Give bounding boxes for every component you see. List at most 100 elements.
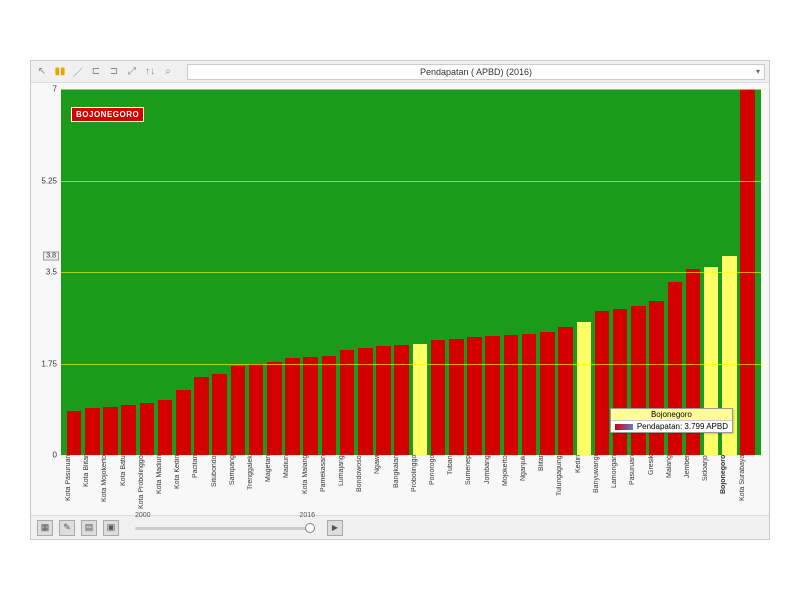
bar[interactable]	[558, 327, 573, 455]
y-tick-label: 0	[53, 451, 61, 460]
x-axis-label: Kota Malang	[302, 455, 320, 513]
dropdown-label: Pendapatan ( APBD) (2016)	[420, 67, 532, 77]
x-axis-label: Kota Surabaya	[739, 455, 757, 513]
tooltip: Bojonegoro Pendapatan: 3.799 APBD	[610, 408, 733, 433]
tool-icon-3[interactable]: ⤢	[125, 65, 139, 79]
x-axis-label: Madiun	[283, 455, 301, 513]
x-axis-label: Sampang	[229, 455, 247, 513]
x-axis-label: Jombang	[484, 455, 502, 513]
top-toolbar: ↖ ▮▮ ／ ⊏ ⊐ ⤢ ↑↓ ⌕ Pendapatan ( APBD) (20…	[31, 61, 769, 83]
slider-start-label: 2000	[135, 512, 151, 519]
bottom-icon-1[interactable]: ▦	[37, 520, 53, 536]
x-axis-label: Banyuwangi	[593, 455, 611, 513]
bar[interactable]	[121, 405, 136, 455]
x-axis-label: Kota Mojokerto	[101, 455, 119, 513]
bar[interactable]	[504, 335, 519, 455]
bottom-icon-3[interactable]: ▤	[81, 520, 97, 536]
x-axis-label: Kediri	[575, 455, 593, 513]
x-axis-label: Lamongan	[611, 455, 629, 513]
x-axis-label: Sidoarjo	[702, 455, 720, 513]
timeline-slider[interactable]: 2000 2016	[135, 520, 315, 536]
x-axis-label: Bondowoso	[356, 455, 374, 513]
x-axis-label: Mojokerto	[502, 455, 520, 513]
bottom-icon-2[interactable]: ✎	[59, 520, 75, 536]
bar[interactable]	[231, 366, 246, 455]
bar[interactable]	[212, 374, 227, 455]
cursor-icon[interactable]: ↖	[35, 65, 49, 79]
line-chart-icon[interactable]: ／	[71, 65, 85, 79]
bar[interactable]	[613, 309, 628, 455]
bar[interactable]	[140, 403, 155, 455]
play-button[interactable]: ▶	[327, 520, 343, 536]
bar[interactable]	[67, 411, 82, 455]
x-axis-label: Trenggalek	[247, 455, 265, 513]
x-axis-label: Situbondo	[211, 455, 229, 513]
grid-line	[61, 272, 761, 273]
metric-dropdown[interactable]: Pendapatan ( APBD) (2016)	[187, 64, 765, 80]
y-tick-label: 7	[53, 85, 61, 94]
bar[interactable]	[194, 377, 209, 455]
bar[interactable]	[595, 311, 610, 455]
bar[interactable]	[322, 356, 337, 455]
x-axis-label: Tuban	[447, 455, 465, 513]
tool-icon-2[interactable]: ⊐	[107, 65, 121, 79]
y-tick-label: 5.25	[41, 176, 61, 185]
x-axis-label: Kota Probolinggo	[138, 455, 156, 513]
bar[interactable]	[577, 322, 592, 455]
x-axis-label: Ngawi	[374, 455, 392, 513]
bar[interactable]	[540, 332, 555, 455]
bar[interactable]	[449, 339, 464, 455]
x-axis-label: Kota Batu	[120, 455, 138, 513]
search-icon[interactable]: ⌕	[161, 65, 175, 79]
x-axis-label: Kota Pasuruan	[65, 455, 83, 513]
bar[interactable]	[340, 350, 355, 455]
x-axis-label: Pamekasan	[320, 455, 338, 513]
grid-line	[61, 181, 761, 182]
bar[interactable]	[176, 390, 191, 455]
grid-line	[61, 364, 761, 365]
bar[interactable]	[413, 344, 428, 455]
app-window: ↖ ▮▮ ／ ⊏ ⊐ ⤢ ↑↓ ⌕ Pendapatan ( APBD) (20…	[30, 60, 770, 540]
bar[interactable]	[249, 364, 264, 456]
x-axis-label: Probolinggo	[411, 455, 429, 513]
bar[interactable]	[303, 357, 318, 455]
sort-icon[interactable]: ↑↓	[143, 65, 157, 79]
x-axis-label: Pasuruan	[629, 455, 647, 513]
bar[interactable]	[85, 408, 100, 455]
bar[interactable]	[158, 400, 173, 455]
bottom-icon-4[interactable]: ▣	[103, 520, 119, 536]
bar[interactable]	[467, 337, 482, 455]
y-axis-marker: 3.8	[43, 252, 59, 261]
bar[interactable]	[394, 345, 409, 455]
x-axis-label: Sumenep	[465, 455, 483, 513]
slider-thumb[interactable]	[305, 523, 315, 533]
tooltip-title: Bojonegoro	[611, 409, 732, 421]
x-axis-label: Kota Blitar	[83, 455, 101, 513]
x-axis-label: Nganjuk	[520, 455, 538, 513]
x-axis-label: Magetan	[265, 455, 283, 513]
x-axis-label: Tulungagung	[556, 455, 574, 513]
grid-line	[61, 89, 761, 90]
bar[interactable]	[103, 407, 118, 455]
bar[interactable]	[522, 334, 537, 455]
x-axis-label: Jember	[684, 455, 702, 513]
x-axis-label: Bojonegoro	[720, 455, 738, 513]
x-axis-label: Gresik	[648, 455, 666, 513]
bar[interactable]	[285, 358, 300, 455]
x-axis-label: Lumajang	[338, 455, 356, 513]
bar-chart-icon[interactable]: ▮▮	[53, 65, 67, 79]
bar[interactable]	[431, 340, 446, 455]
x-axis-label: Bangkalan	[393, 455, 411, 513]
slider-end-label: 2016	[299, 512, 315, 519]
x-axis-label: Kota Kediri	[174, 455, 192, 513]
x-axis-label: Malang	[666, 455, 684, 513]
x-axis-label: Pacitan	[192, 455, 210, 513]
bottom-toolbar: ▦ ✎ ▤ ▣ 2000 2016 ▶	[31, 515, 769, 539]
bar[interactable]	[267, 362, 282, 455]
x-axis-labels: Kota PasuruanKota BlitarKota MojokertoKo…	[61, 455, 761, 513]
tooltip-swatch	[615, 424, 633, 430]
bar[interactable]	[485, 336, 500, 455]
y-tick-label: 1.75	[41, 359, 61, 368]
tool-icon-1[interactable]: ⊏	[89, 65, 103, 79]
x-axis-label: Blitar	[538, 455, 556, 513]
